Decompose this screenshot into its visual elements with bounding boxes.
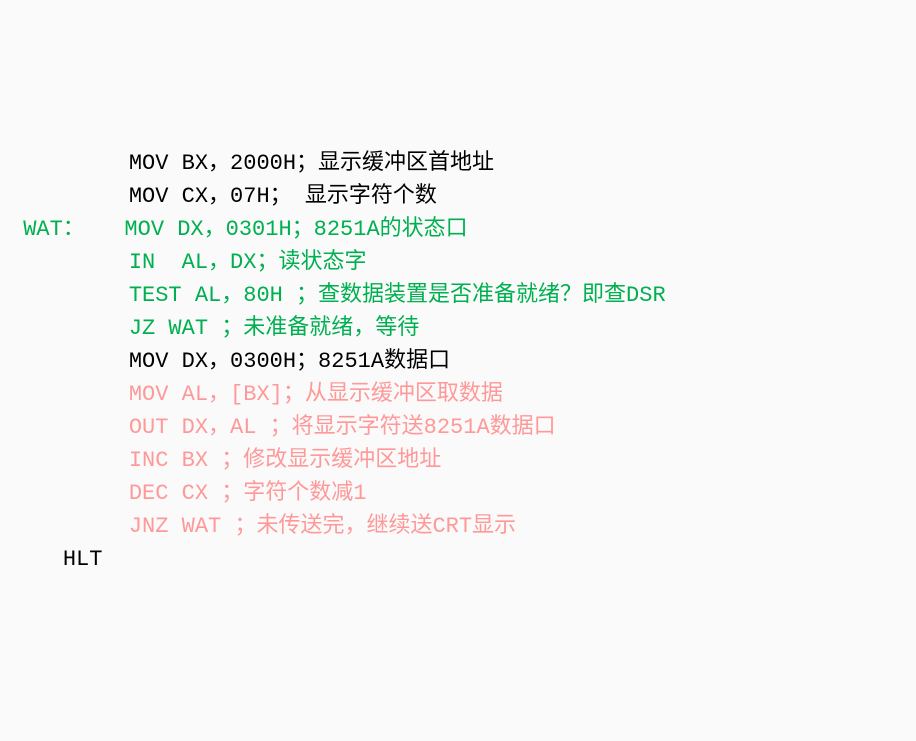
code-instruction: MOV DX，0300H；8251A数据口 [129,349,450,374]
code-indent [10,316,129,341]
code-indent [10,283,129,308]
code-line: TEST AL，80H ；查数据装置是否准备就绪？即查DSR [10,279,906,312]
code-instruction: MOV BX，2000H；显示缓冲区首地址 [129,151,494,176]
code-instruction: TEST AL，80H ；查数据装置是否准备就绪？即查DSR [129,283,666,308]
code-indent [10,415,129,440]
code-indent [10,382,129,407]
assembly-code-listing: MOV BX，2000H；显示缓冲区首地址 MOV CX，07H； 显示字符个数… [10,147,906,576]
code-instruction: HLT [63,547,103,572]
code-instruction: OUT DX，AL ；将显示字符送8251A数据口 [129,415,556,440]
code-line: MOV AL，[BX]；从显示缓冲区取数据 [10,378,906,411]
code-instruction: MOV DX，0301H；8251A的状态口 [124,217,467,242]
code-indent [10,250,129,275]
code-line: JNZ WAT ；未传送完，继续送CRT显示 [10,510,906,543]
code-instruction: MOV CX，07H； 显示字符个数 [129,184,437,209]
code-indent [10,547,63,572]
code-line: DEC CX ；字符个数减1 [10,477,906,510]
code-indent [10,349,129,374]
code-instruction: JNZ WAT ；未传送完，继续送CRT显示 [129,514,516,539]
code-line: OUT DX，AL ；将显示字符送8251A数据口 [10,411,906,444]
code-line: HLT [10,543,906,576]
code-instruction: DEC CX ；字符个数减1 [129,481,367,506]
code-label: WAT： [10,217,124,242]
code-instruction: JZ WAT ；未准备就绪，等待 [129,316,419,341]
code-indent [10,151,129,176]
code-line: WAT： MOV DX，0301H；8251A的状态口 [10,213,906,246]
code-indent [10,448,129,473]
code-indent [10,481,129,506]
code-line: IN AL，DX；读状态字 [10,246,906,279]
code-line: MOV BX，2000H；显示缓冲区首地址 [10,147,906,180]
code-line: MOV CX，07H； 显示字符个数 [10,180,906,213]
code-line: MOV DX，0300H；8251A数据口 [10,345,906,378]
code-instruction: IN AL，DX；读状态字 [129,250,367,275]
code-instruction: MOV AL，[BX]；从显示缓冲区取数据 [129,382,503,407]
code-line: INC BX ；修改显示缓冲区地址 [10,444,906,477]
code-instruction: INC BX ；修改显示缓冲区地址 [129,448,441,473]
code-indent [10,514,129,539]
code-indent [10,184,129,209]
code-line: JZ WAT ；未准备就绪，等待 [10,312,906,345]
